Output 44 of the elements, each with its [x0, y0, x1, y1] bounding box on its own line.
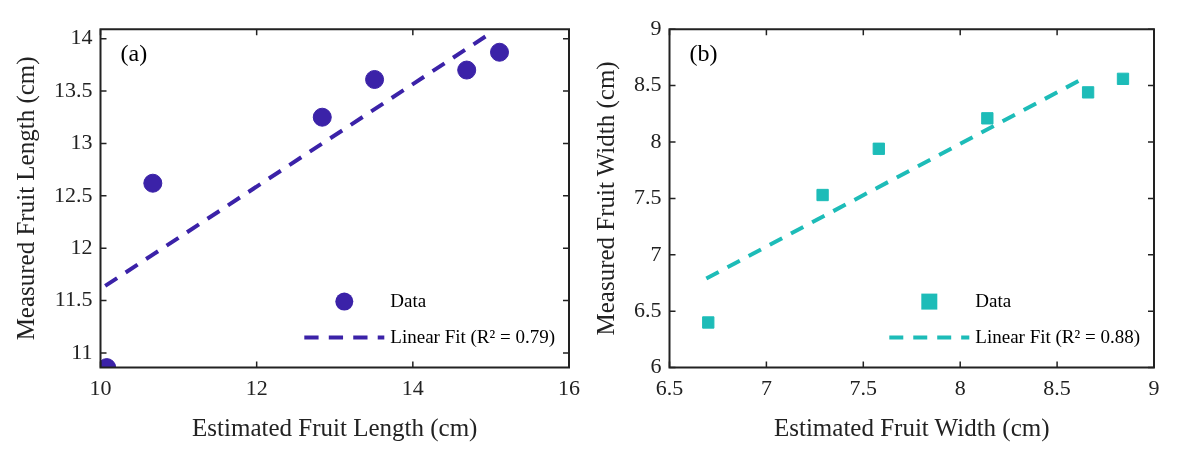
y-tick-label: 12.5 — [54, 181, 93, 207]
y-tick-label: 8.5 — [634, 71, 662, 97]
point — [312, 107, 332, 127]
point — [490, 42, 510, 62]
annotation: (a) — [120, 40, 148, 67]
point — [1081, 86, 1095, 99]
legend-label: Data — [390, 289, 427, 311]
legend-label: Linear Fit (R² = 0.88) — [975, 325, 1141, 348]
y-tick-label: 9 — [650, 14, 662, 40]
y-tick-label: 11 — [71, 338, 93, 364]
x-tick-label: 16 — [558, 374, 580, 400]
y-tick-label: 6.5 — [634, 296, 662, 322]
point — [143, 173, 163, 193]
annotation: (b) — [689, 40, 718, 67]
y-tick-label: 13.5 — [54, 76, 93, 102]
y-tick-label: 12 — [70, 233, 93, 259]
x-tick-label: 12 — [245, 374, 268, 400]
point — [872, 142, 885, 155]
y-tick-label: 6 — [650, 353, 662, 379]
x-tick-label: 9 — [1148, 374, 1160, 400]
point — [457, 60, 477, 80]
point — [981, 112, 994, 125]
y-tick-label: 11.5 — [54, 286, 93, 312]
legend-label: Data — [975, 289, 1012, 311]
point — [365, 69, 385, 89]
x-tick-label: 7 — [760, 374, 772, 400]
x-tick-label: 10 — [89, 374, 112, 400]
y-tick-label: 7 — [650, 240, 662, 266]
x-tick-label: 14 — [401, 374, 424, 400]
y-axis-title: Measured Fruit Length (cm) — [11, 56, 40, 341]
point — [1116, 72, 1130, 85]
x-tick-label: 8 — [954, 374, 966, 400]
point — [702, 316, 715, 329]
x-tick-label: 7.5 — [849, 374, 878, 400]
y-tick-label: 13 — [70, 129, 93, 155]
point — [816, 188, 829, 202]
x-axis-title: Estimated Fruit Width (cm) — [773, 413, 1050, 442]
y-tick-label: 14 — [70, 24, 93, 50]
x-tick-label: 8.5 — [1043, 374, 1071, 400]
x-axis-title: Estimated Fruit Length (cm) — [192, 413, 478, 442]
legend-label: Linear Fit (R² = 0.79) — [390, 325, 556, 348]
y-tick-label: 7.5 — [634, 184, 662, 210]
y-axis-title: Measured Fruit Width (cm) — [591, 61, 620, 336]
y-tick-label: 8 — [650, 127, 662, 153]
